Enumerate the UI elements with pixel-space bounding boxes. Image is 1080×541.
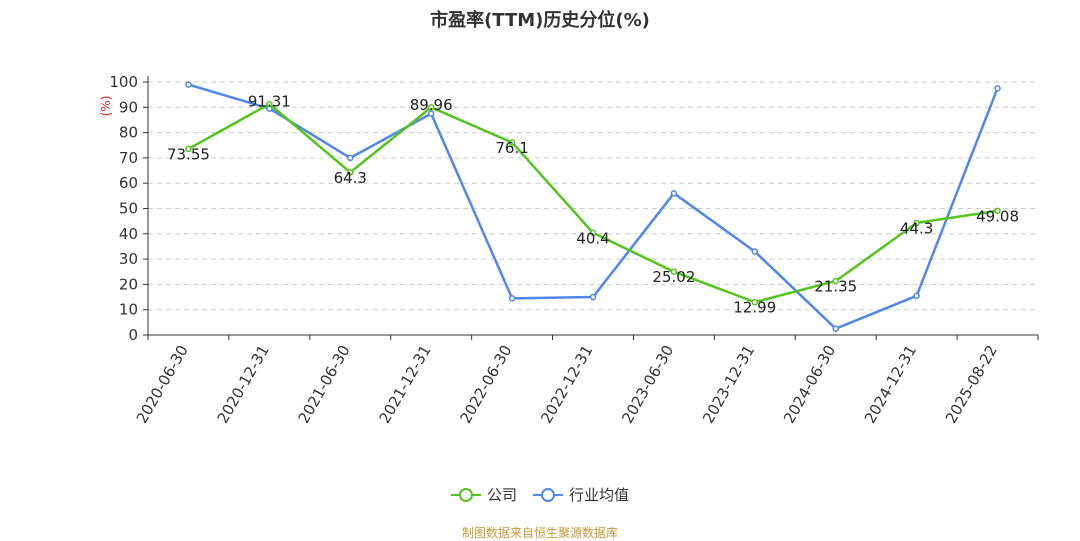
y-tick-label: 70: [119, 149, 138, 167]
data-point-0: [508, 139, 516, 146]
x-tick-label: 2025-08-22: [942, 342, 1001, 427]
data-point-1: [994, 85, 1001, 92]
legend: 公司 行业均值: [0, 484, 1080, 505]
x-tick-label: 2023-06-30: [618, 342, 677, 427]
y-tick-label: 0: [128, 326, 138, 344]
y-tick-label: 80: [119, 124, 138, 142]
y-tick-label: 20: [119, 275, 138, 293]
x-tick-label: 2021-12-31: [375, 342, 434, 427]
data-point-0: [670, 268, 678, 275]
legend-marker-company: [450, 487, 481, 502]
source-note: 制图数据来自恒生聚源数据库: [461, 526, 618, 540]
data-point-0: [994, 207, 1001, 215]
data-label: 89.96: [410, 96, 453, 114]
data-point-1: [832, 325, 839, 332]
data-point-1: [589, 293, 597, 301]
legend-marker-industry: [533, 487, 563, 502]
y-tick-label: 60: [119, 174, 138, 192]
data-point-0: [913, 219, 920, 227]
y-tick-label: 50: [119, 200, 138, 218]
data-label: 73.55: [167, 145, 210, 163]
legend-label-industry: 行业均值: [569, 486, 630, 504]
legend-item-company[interactable]: 公司: [450, 484, 517, 505]
x-tick-label: 2020-12-31: [214, 342, 273, 427]
y-axis-label: (%): [99, 96, 113, 117]
data-label: 76.1: [495, 139, 528, 157]
data-point-1: [347, 154, 354, 162]
data-point-0: [185, 145, 192, 153]
data-label: 12.99: [733, 299, 776, 317]
data-point-0: [347, 169, 354, 176]
series-line-1: [188, 83, 999, 330]
data-label: 44.3: [900, 219, 933, 237]
data-point-0: [427, 104, 435, 111]
y-tick-label: 90: [119, 98, 138, 116]
legend-item-industry[interactable]: 行业均值: [533, 484, 629, 505]
x-tick-label: 2021-06-30: [295, 342, 354, 427]
y-tick-label: 30: [119, 250, 138, 268]
data-label: 49.08: [976, 207, 1019, 225]
legend-label-company: 公司: [486, 486, 517, 504]
y-tick-label: 10: [119, 301, 138, 319]
data-label: 25.02: [652, 268, 695, 286]
x-tick-label: 2022-06-30: [456, 342, 515, 427]
data-point-0: [832, 277, 839, 285]
data-point-1: [913, 292, 920, 300]
data-point-0: [751, 298, 759, 306]
x-tick-label: 2020-06-30: [133, 342, 192, 427]
data-point-1: [670, 190, 678, 197]
chart-title: 市盈率(TTM)历史分位(%): [430, 10, 650, 31]
data-label: 40.4: [576, 229, 609, 247]
x-tick-label: 2022-12-31: [537, 342, 596, 427]
data-point-0: [266, 100, 273, 108]
x-tick-label: 2024-12-31: [861, 342, 920, 427]
data-point-1: [751, 248, 759, 255]
data-label: 21.35: [814, 277, 857, 295]
data-point-1: [427, 110, 435, 117]
y-tick-label: 40: [119, 225, 138, 243]
data-label: 91.31: [248, 92, 291, 110]
data-label: 64.3: [334, 169, 367, 187]
x-tick-label: 2023-12-31: [699, 342, 758, 427]
x-tick-label: 2024-06-30: [780, 342, 839, 427]
data-point-1: [185, 81, 192, 88]
y-tick-label: 100: [109, 73, 138, 91]
data-point-1: [508, 295, 516, 302]
data-point-0: [589, 229, 597, 237]
